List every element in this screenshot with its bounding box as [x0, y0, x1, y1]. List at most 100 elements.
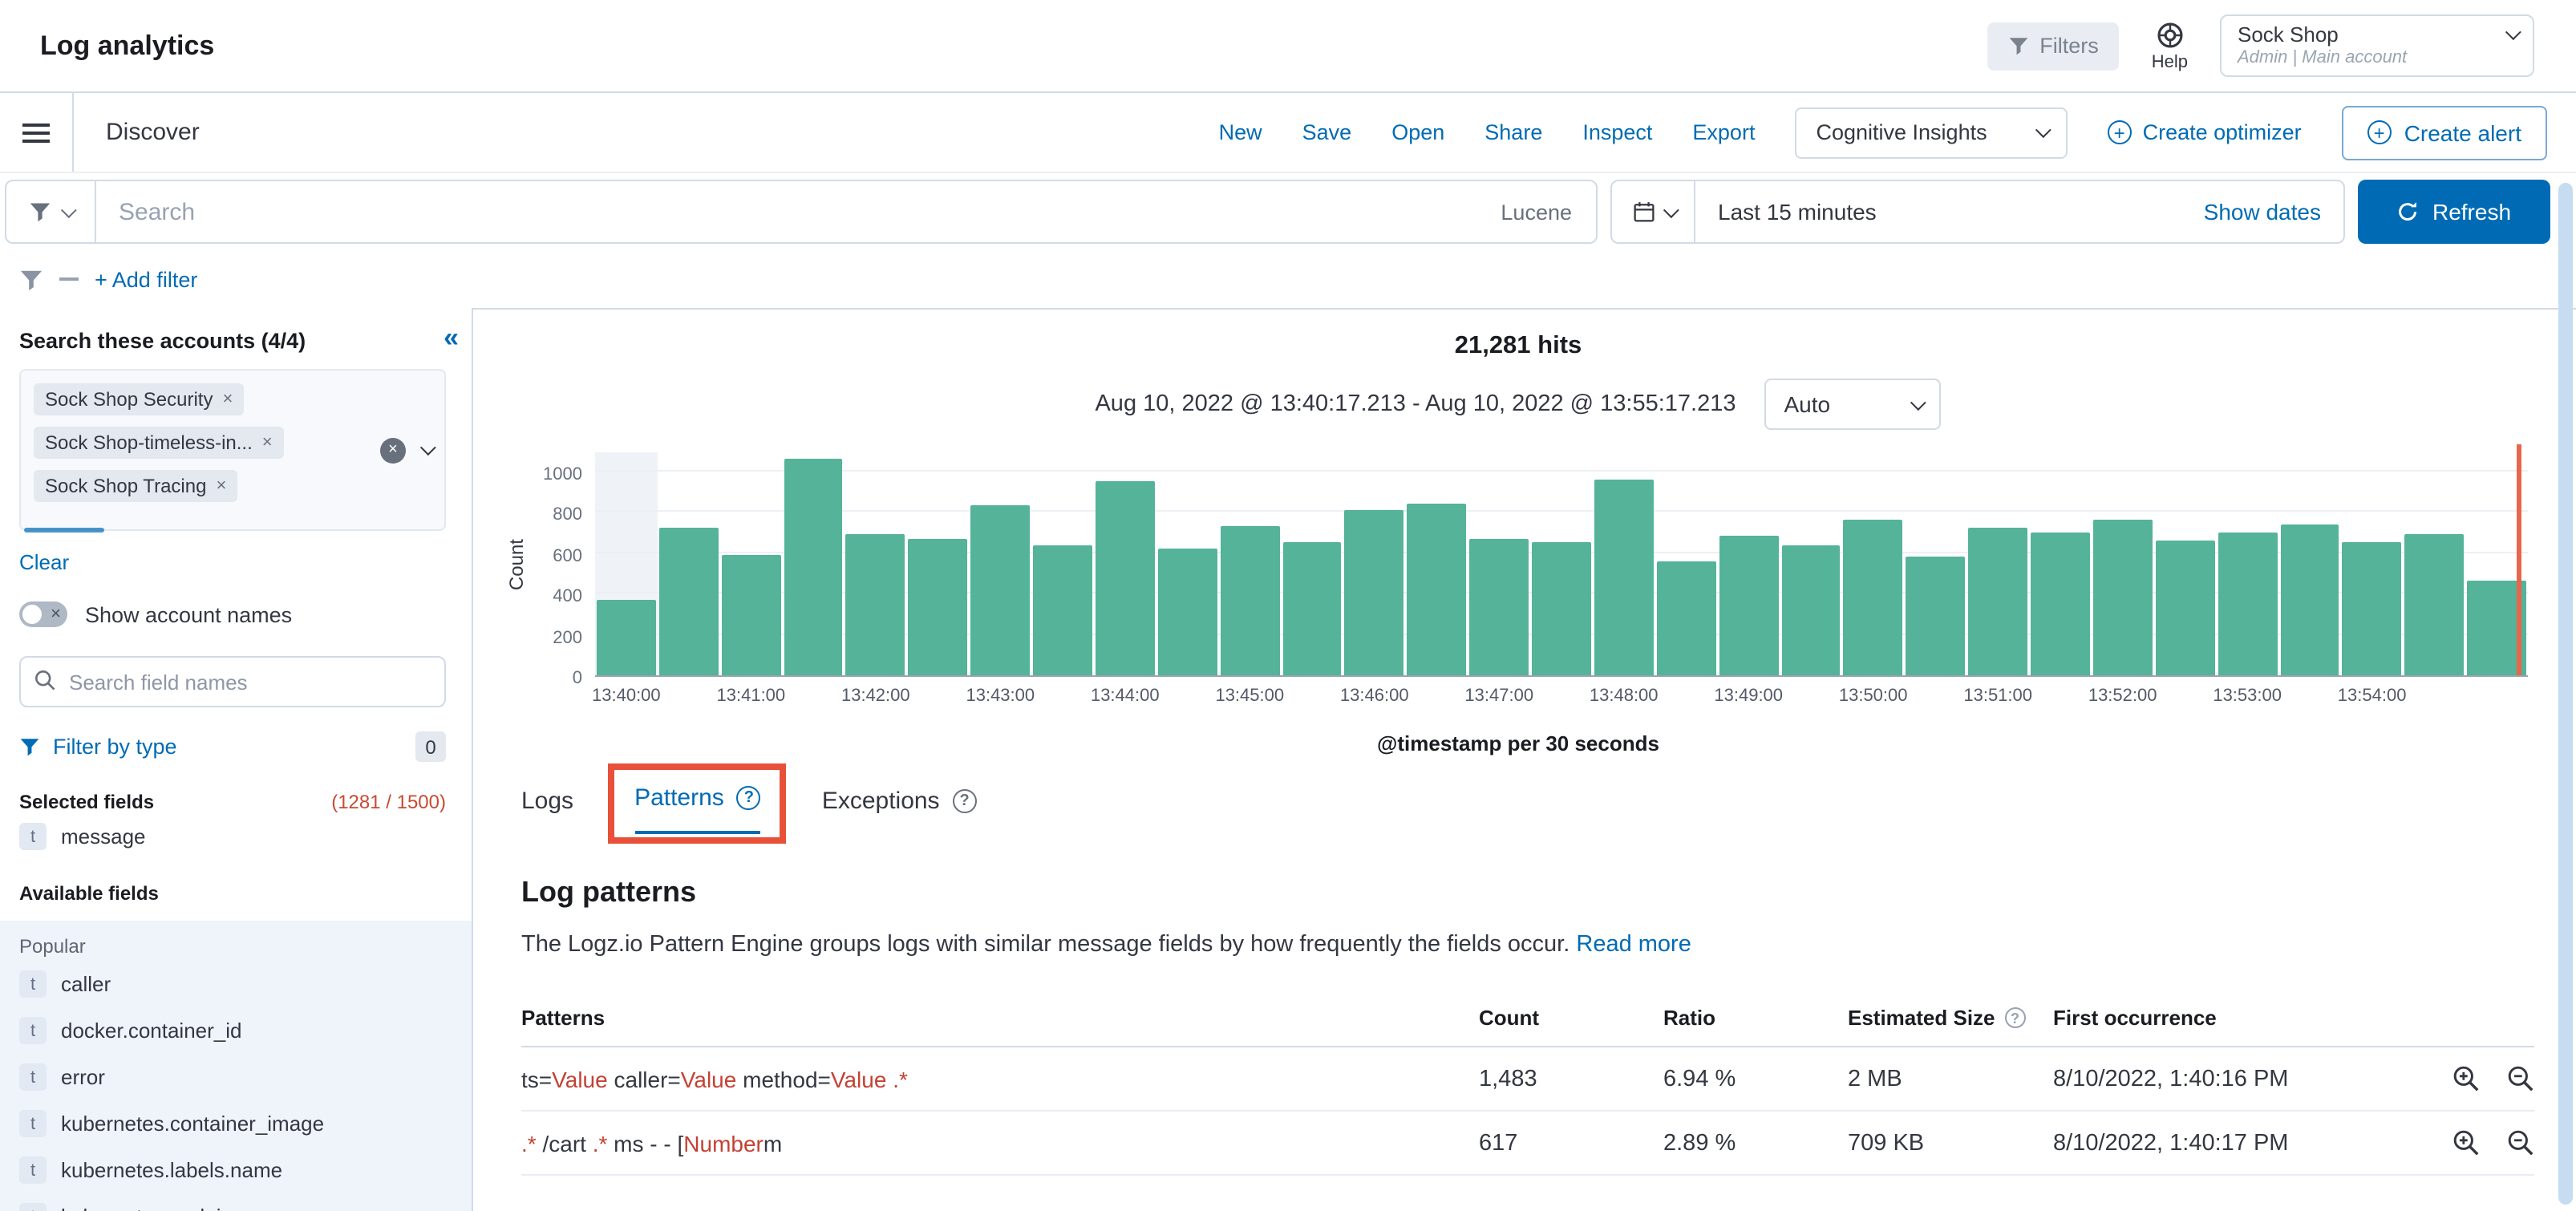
histogram-bar[interactable]: [2343, 543, 2402, 675]
nav-link-export[interactable]: Export: [1692, 120, 1755, 144]
histogram-bar[interactable]: [909, 538, 968, 675]
histogram-bar[interactable]: [1407, 504, 1467, 675]
account-switcher[interactable]: Sock Shop Admin | Main account: [2220, 14, 2534, 77]
table-row[interactable]: .* /cart .* ms - - [Numberm 617 2.89 % 7…: [521, 1112, 2534, 1176]
x-axis-tick: 13:44:00: [1091, 687, 1160, 706]
field-item-kubernetes-pod-ip[interactable]: t kubernetes.pod_ip: [19, 1193, 446, 1211]
table-row[interactable]: ts=Value caller=Value method=Value .* 1,…: [521, 1047, 2534, 1112]
histogram-bar[interactable]: [1719, 537, 1778, 675]
breadcrumb[interactable]: Discover: [106, 119, 200, 146]
field-item-error[interactable]: t error: [19, 1054, 446, 1100]
tab-exceptions[interactable]: Exceptions ?: [822, 788, 977, 834]
saved-query-button[interactable]: [6, 181, 96, 242]
remove-tag-icon[interactable]: ×: [262, 434, 273, 452]
nav-link-new[interactable]: New: [1219, 120, 1262, 144]
menu-button[interactable]: [0, 93, 74, 172]
histogram-bar[interactable]: [1844, 520, 1903, 675]
field-name: error: [61, 1065, 105, 1089]
field-search-input[interactable]: [19, 656, 446, 707]
show-account-names-toggle[interactable]: ×: [19, 601, 67, 627]
histogram-bar[interactable]: [2280, 524, 2339, 675]
magnify-plus-icon[interactable]: [2452, 1065, 2480, 1092]
collapse-sidebar-icon[interactable]: «: [444, 324, 459, 351]
filter-by-type-button[interactable]: Filter by type 0: [19, 731, 446, 762]
add-filter-link[interactable]: + Add filter: [95, 267, 197, 291]
field-item-kubernetes-container-image[interactable]: t kubernetes.container_image: [19, 1100, 446, 1147]
field-item-docker-container-id[interactable]: t docker.container_id: [19, 1007, 446, 1054]
histogram-bar[interactable]: [1657, 561, 1716, 675]
histogram-bar[interactable]: [597, 600, 656, 675]
scrollbar-thumb[interactable]: [2558, 183, 2573, 1205]
help-circle-icon[interactable]: ?: [737, 786, 761, 810]
histogram-bar[interactable]: [659, 529, 719, 675]
nav-link-open[interactable]: Open: [1391, 120, 1444, 144]
magnify-minus-icon[interactable]: [2507, 1065, 2534, 1092]
histogram-bar[interactable]: [1469, 538, 1529, 675]
histogram-bar[interactable]: [1968, 529, 2027, 675]
field-item-message[interactable]: t message: [19, 813, 446, 860]
histogram-bar[interactable]: [1906, 557, 1966, 675]
field-type-icon: t: [19, 1203, 47, 1211]
histogram-bar[interactable]: [1220, 526, 1279, 675]
search-input[interactable]: [96, 181, 1476, 242]
account-tag[interactable]: Sock Shop-timeless-in... ×: [34, 427, 284, 459]
query-language-button[interactable]: Lucene: [1476, 200, 1596, 224]
histogram-bar[interactable]: [1532, 543, 1591, 675]
histogram-bar[interactable]: [2218, 533, 2277, 675]
y-axis-tick: 800: [553, 505, 582, 524]
nav-link-inspect[interactable]: Inspect: [1582, 120, 1652, 144]
magnify-minus-icon[interactable]: [2507, 1129, 2534, 1156]
account-tag[interactable]: Sock Shop Tracing ×: [34, 470, 237, 502]
help-button[interactable]: Help: [2152, 20, 2188, 71]
clear-accounts-link[interactable]: Clear: [19, 550, 69, 574]
interval-dropdown[interactable]: Auto: [1765, 379, 1942, 430]
histogram-bar[interactable]: [1282, 543, 1342, 675]
scroll-indicator: [24, 528, 104, 533]
clear-all-accounts-icon[interactable]: ×: [380, 437, 406, 463]
field-item-caller[interactable]: t caller: [19, 961, 446, 1007]
histogram-bar[interactable]: [1594, 480, 1654, 675]
histogram-bar[interactable]: [784, 459, 843, 675]
account-meta: Admin | Main account: [2238, 48, 2517, 67]
info-circle-icon[interactable]: ?: [2005, 1007, 2026, 1028]
histogram-bar[interactable]: [2156, 541, 2215, 675]
nav-link-share[interactable]: Share: [1484, 120, 1542, 144]
filters-button[interactable]: Filters: [1987, 22, 2120, 70]
tab-logs[interactable]: Logs: [521, 788, 573, 834]
histogram-bar[interactable]: [1158, 549, 1217, 675]
histogram-bar[interactable]: [1345, 510, 1404, 675]
help-circle-icon[interactable]: ?: [953, 789, 977, 813]
create-alert-button[interactable]: + Create alert: [2342, 105, 2547, 160]
refresh-button[interactable]: Refresh: [2358, 180, 2550, 244]
pattern-literal: method=: [736, 1066, 831, 1092]
histogram-bar[interactable]: [721, 555, 780, 675]
nav-link-save[interactable]: Save: [1302, 120, 1352, 144]
account-tag[interactable]: Sock Shop Security ×: [34, 383, 244, 415]
remove-tag-icon[interactable]: ×: [216, 477, 226, 495]
histogram-bar[interactable]: [846, 534, 905, 675]
histogram-bar[interactable]: [970, 506, 1030, 675]
histogram-bar[interactable]: [1096, 481, 1155, 675]
col-patterns: Patterns: [521, 1006, 1479, 1030]
y-axis-tick: 0: [573, 669, 582, 688]
pattern-count: 617: [1479, 1130, 1663, 1156]
read-more-link[interactable]: Read more: [1576, 932, 1691, 958]
show-dates-link[interactable]: Show dates: [2181, 199, 2343, 225]
histogram-bar[interactable]: [1033, 545, 1092, 675]
tab-patterns[interactable]: Patterns ?: [634, 784, 761, 834]
page-scrollbar[interactable]: [2557, 180, 2574, 1208]
time-range-value[interactable]: Last 15 minutes: [1695, 199, 2181, 225]
accounts-combobox[interactable]: Sock Shop Security × Sock Shop-timeless-…: [19, 369, 446, 531]
cognitive-insights-dropdown[interactable]: Cognitive Insights: [1795, 107, 2067, 158]
calendar-button[interactable]: [1612, 181, 1695, 242]
histogram-bar[interactable]: [2405, 534, 2465, 675]
create-optimizer-link[interactable]: + Create optimizer: [2108, 120, 2302, 144]
chevron-down-icon[interactable]: [420, 439, 436, 456]
field-item-kubernetes-labels-name[interactable]: t kubernetes.labels.name: [19, 1147, 446, 1193]
histogram-bar[interactable]: [1781, 545, 1841, 675]
chevron-down-icon: [61, 201, 77, 217]
histogram-bar[interactable]: [2093, 520, 2153, 675]
magnify-plus-icon[interactable]: [2452, 1129, 2480, 1156]
remove-tag-icon[interactable]: ×: [222, 391, 233, 408]
histogram-bar[interactable]: [2031, 533, 2090, 675]
